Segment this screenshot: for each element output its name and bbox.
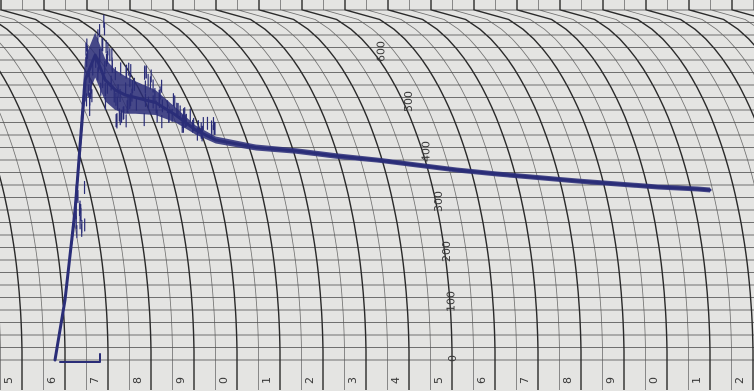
- grid-arc-major: [645, 0, 754, 119]
- grid-arc-minor: [0, 112, 44, 390]
- grid-arc-minor: [323, 0, 474, 390]
- x-tick-label: 7: [518, 377, 531, 384]
- x-tick-label: 0: [217, 377, 230, 384]
- grid-arc-major: [344, 0, 496, 390]
- x-tick-label: 8: [561, 377, 574, 384]
- y-tick-label: 0: [446, 355, 459, 362]
- grid-arc-minor: [280, 0, 431, 390]
- x-tick-label: 2: [303, 377, 316, 384]
- x-tick-labels: 5 6 7 8 9 0 1 2 3 4 5 6 7 8 9 0 1 2: [2, 377, 746, 384]
- grid-arc-major: [301, 0, 453, 390]
- x-tick-label: 5: [432, 377, 445, 384]
- grid-arc-major: [86, 0, 238, 390]
- grid-arc-major: [602, 0, 754, 390]
- grid-arc-major: [516, 0, 668, 390]
- grid-arc-major: [0, 23, 109, 390]
- grid-arc-minor: [0, 42, 87, 390]
- grid-arc-major: [258, 0, 410, 390]
- x-tick-label: 3: [346, 377, 359, 384]
- y-tick-label: 300: [432, 191, 445, 212]
- grid-arc-major: [559, 0, 711, 390]
- grid-arc-minor: [65, 0, 216, 390]
- grid-arc-minor: [366, 0, 517, 390]
- ink-trace: [53, 14, 712, 363]
- grid-arc-minor: [581, 0, 732, 390]
- x-tick-label: 6: [475, 377, 488, 384]
- pen-start-mark: [59, 353, 101, 363]
- grid-arc-major: [0, 174, 23, 390]
- y-tick-label: 500: [402, 91, 415, 112]
- grid-arc-major: [387, 0, 539, 390]
- y-tick-labels: 0 100 200 300 400 500 600: [375, 41, 459, 362]
- grid-arc-major: [129, 0, 281, 390]
- grid-arc-major: [0, 0, 152, 390]
- y-tick-label: 400: [420, 141, 433, 162]
- grid-arc-minor: [108, 0, 259, 390]
- y-tick-label: 600: [375, 41, 388, 62]
- x-tick-label: 8: [131, 377, 144, 384]
- y-tick-label: 100: [445, 291, 458, 312]
- grid-arc-major: [473, 0, 625, 390]
- grid-arc-minor: [452, 0, 603, 390]
- grid-arc-minor: [0, 15, 130, 390]
- x-tick-label: 6: [45, 377, 58, 384]
- grid-arc-major: [215, 0, 367, 390]
- x-tick-label: 9: [604, 377, 617, 384]
- x-tick-label: 1: [690, 377, 703, 384]
- grid-arc-major: [0, 70, 66, 390]
- x-tick-label: 9: [174, 377, 187, 384]
- x-tick-label: 4: [389, 377, 402, 384]
- grid-arc-minor: [624, 0, 754, 185]
- grid-arc-major: [172, 0, 324, 390]
- grid-arc-major: [43, 0, 195, 390]
- x-tick-label: 1: [260, 377, 273, 384]
- grid-arc-minor: [237, 0, 388, 390]
- x-tick-label: 2: [733, 377, 746, 384]
- x-tick-label: 7: [88, 377, 101, 384]
- grid-arc-minor: [495, 0, 646, 390]
- y-tick-label: 200: [440, 241, 453, 262]
- grid-arc-minor: [409, 0, 560, 390]
- trace-line: [53, 53, 712, 362]
- grid-arc-minor: [538, 0, 689, 390]
- grid-arc-minor: [667, 0, 754, 75]
- x-tick-label: 5: [2, 377, 15, 384]
- grid-arc-minor: [151, 0, 302, 390]
- x-tick-label: 0: [647, 377, 660, 384]
- grid-arc-major: [430, 0, 582, 390]
- grid-arc-minor: [194, 0, 345, 390]
